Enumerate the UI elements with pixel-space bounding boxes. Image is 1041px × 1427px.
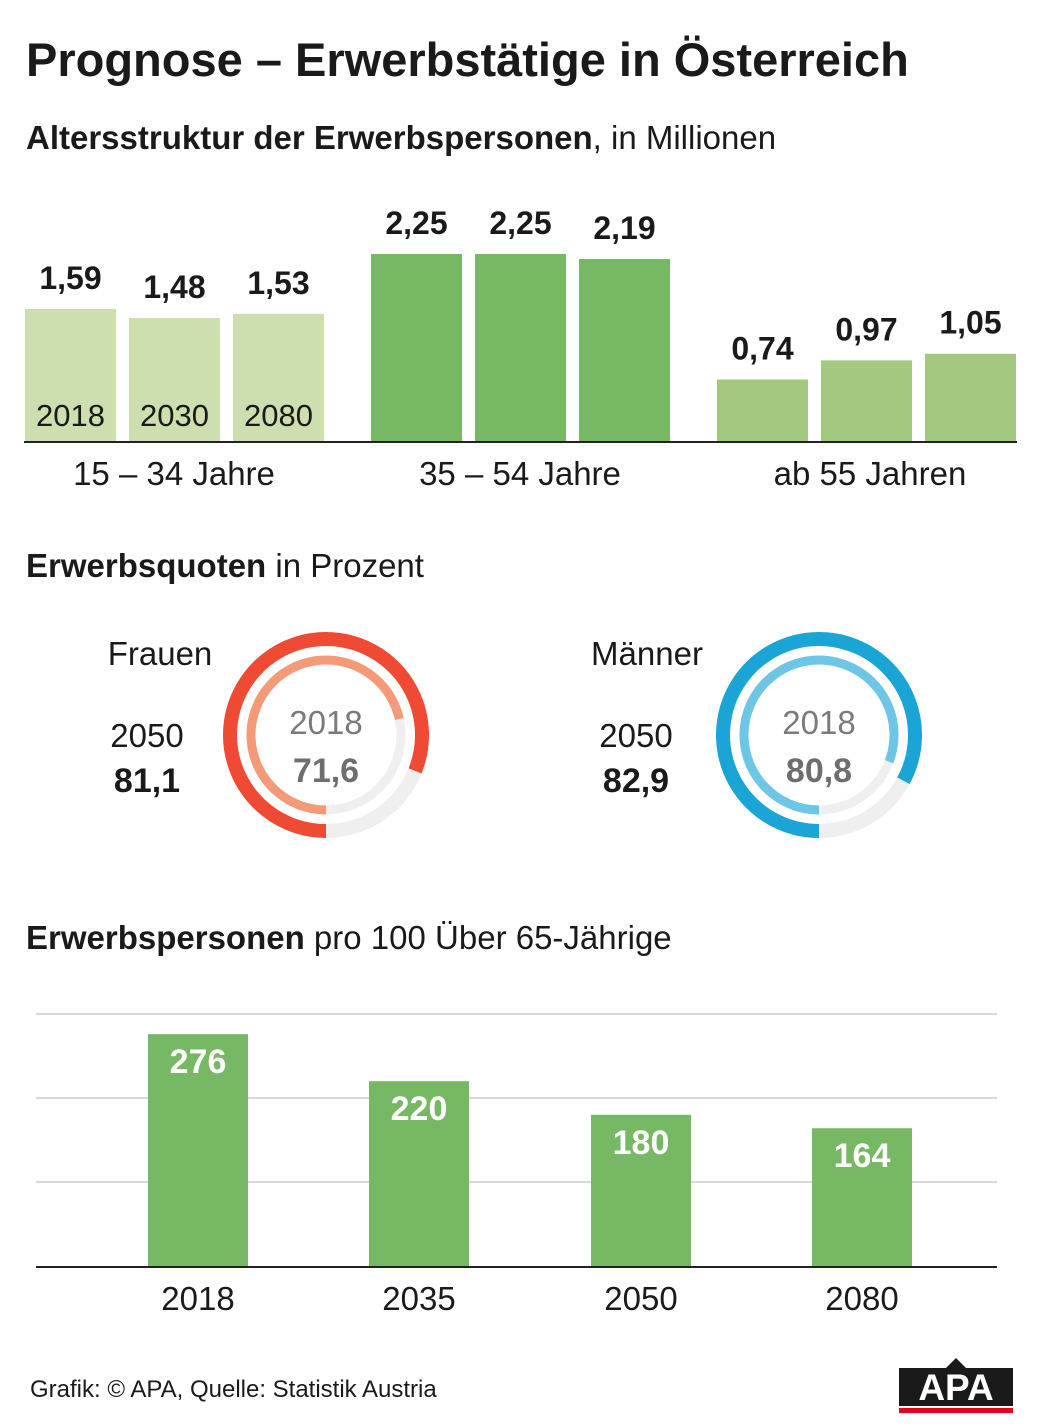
bar-2050: [591, 1114, 691, 1266]
year-2018-label: 2018: [289, 704, 362, 741]
source-credit: Grafik: © APA, Quelle: Statistik Austria: [30, 1376, 437, 1403]
bar-1-2030: [129, 317, 220, 441]
bar-value-label: 2,19: [593, 210, 655, 246]
bar-value-label: 1,53: [247, 265, 309, 301]
bar-value-label: 220: [391, 1090, 448, 1128]
bar-value-label: 2,25: [489, 205, 551, 241]
bar-value-label: 1,05: [939, 305, 1001, 341]
x-tick-label: 2080: [825, 1280, 898, 1317]
year-2050-label: 2050: [599, 717, 672, 754]
section3-title-rest: pro 100 Über 65-Jährige: [304, 919, 672, 956]
bar-value-label: 1,59: [39, 260, 101, 296]
participation-rate-chart: 2018 71,6 Frauen 2050 81,1 2018 80,8 Männer 2050…: [108, 632, 922, 838]
bar-2035: [369, 1081, 469, 1266]
bar-2018: [148, 1034, 248, 1266]
inner-ring-2018: [739, 655, 899, 815]
section1-title: Altersstruktur der Erwerbspersonen, in M…: [26, 119, 776, 157]
bar-value-label: 0,74: [731, 330, 793, 366]
x-tick-label: 2050: [604, 1280, 677, 1317]
bar-1-2080: [233, 313, 324, 441]
bar-2-2080: [579, 258, 670, 441]
section3-title-bold: Erwerbspersonen: [26, 919, 305, 956]
section3-title: Erwerbspersonen pro 100 Über 65-Jährige: [26, 919, 672, 957]
value-2018-label: 80,8: [786, 752, 852, 790]
age-structure-chart: 1,59 2018 1,48 2030 1,53 2080 15 – 34 Jahre 2,2…: [24, 205, 1017, 492]
age-group-label: 35 – 54 Jahre: [419, 455, 621, 492]
bar-3-2030: [821, 360, 912, 441]
outer-ring-2050: [716, 632, 922, 838]
bar-year-label: 2080: [244, 398, 313, 433]
inner-ring-2018: [246, 655, 404, 815]
page-title: Prognose – Erwerbstätige in Österreich: [26, 33, 909, 86]
bar-year-label: 2018: [36, 398, 105, 433]
x-tick-label: 2035: [382, 1280, 455, 1317]
x-tick-label: 2018: [161, 1280, 234, 1317]
value-2050-label: 82,9: [603, 762, 669, 800]
bar-1-2018: [25, 308, 116, 441]
section1-title-bold: Altersstruktur der Erwerbspersonen: [26, 119, 593, 156]
year-2018-label: 2018: [782, 704, 855, 741]
bar-value-label: 2,25: [385, 205, 447, 241]
bar-2-2030: [475, 254, 566, 441]
bar-year-label: 2030: [140, 398, 209, 433]
year-2050-label: 2050: [110, 717, 183, 754]
bar-value-label: 164: [834, 1137, 891, 1175]
bar-value-label: 276: [170, 1043, 227, 1081]
outer-ring-2050: [223, 632, 429, 838]
apa-logo: APA: [899, 1358, 1013, 1413]
bar-3-2080: [925, 353, 1016, 441]
bar-value-label: 1,48: [143, 269, 205, 305]
apa-logo-text: APA: [918, 1367, 993, 1408]
value-2018-label: 71,6: [293, 752, 359, 790]
value-2050-label: 81,1: [114, 762, 180, 800]
gender-label: Männer: [591, 635, 703, 672]
bar-value-label: 180: [613, 1124, 670, 1162]
section2-title: Erwerbsquoten in Prozent: [26, 547, 424, 585]
section2-title-rest: in Prozent: [266, 547, 424, 584]
bar-2080: [812, 1128, 912, 1266]
bar-2-2018: [371, 254, 462, 441]
bar-3-2018: [717, 379, 808, 441]
age-group-label: 15 – 34 Jahre: [73, 455, 275, 492]
section2-title-bold: Erwerbsquoten: [26, 547, 267, 584]
age-group-label: ab 55 Jahren: [774, 455, 967, 492]
gender-label: Frauen: [108, 635, 213, 672]
bar-value-label: 0,97: [835, 311, 897, 347]
section1-title-rest: , in Millionen: [592, 119, 777, 156]
ratio-chart: 276 2018 220 2035 180 2050 164 2080: [36, 1013, 997, 1317]
